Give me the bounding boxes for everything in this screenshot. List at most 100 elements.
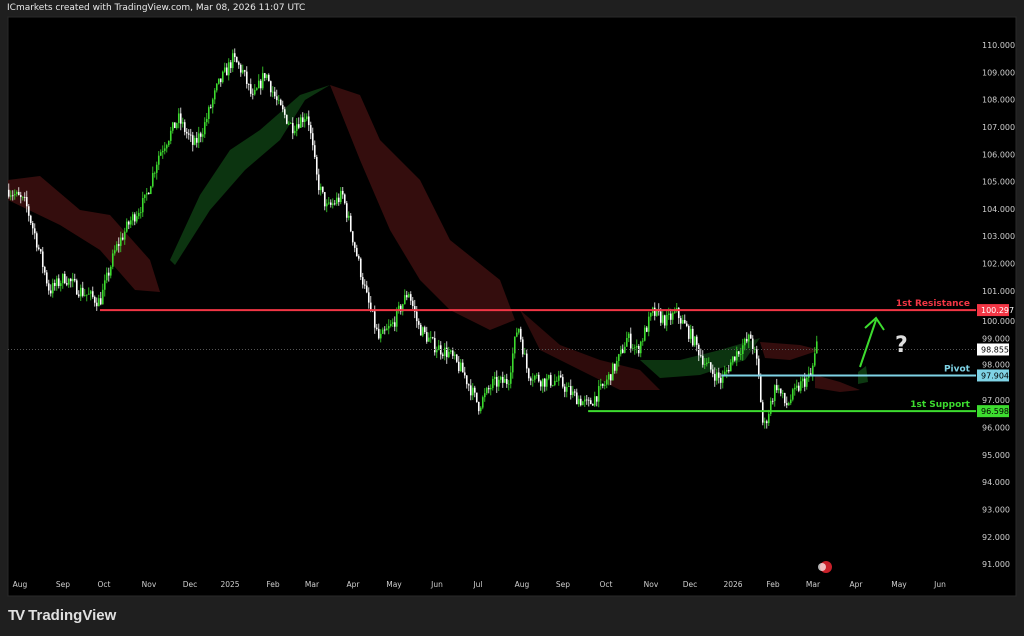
candle-body: [369, 302, 372, 311]
candle-body: [387, 325, 390, 329]
candle-body: [559, 375, 562, 378]
candle-body: [187, 133, 190, 135]
candle-body: [771, 400, 774, 402]
candle-body: [73, 278, 76, 281]
candle-body: [119, 237, 122, 246]
candle-body: [793, 387, 796, 390]
time-tick-label: Sep: [56, 580, 70, 589]
candle-body: [659, 311, 662, 323]
candle-body: [697, 344, 700, 356]
candle-body: [255, 88, 258, 90]
candle-body: [725, 370, 728, 372]
candle-body: [451, 350, 454, 356]
candle-body: [33, 228, 36, 234]
time-tick-label: 2026: [723, 580, 742, 589]
tradingview-logo[interactable]: TV TradingView: [8, 607, 116, 624]
candle-body: [429, 337, 432, 339]
candle-body: [317, 174, 320, 191]
candle-body: [17, 191, 20, 196]
candle-body: [433, 338, 436, 353]
level-name: 1st Support: [910, 400, 970, 410]
candle-body: [359, 258, 362, 278]
candle-body: [775, 385, 778, 391]
candle-body: [319, 186, 322, 191]
candle-body: [331, 203, 334, 205]
candle-body: [673, 311, 676, 313]
candle-body: [589, 400, 592, 405]
candle-body: [229, 62, 232, 69]
candle-body: [733, 356, 736, 361]
candle-body: [7, 189, 10, 197]
candle-body: [647, 316, 650, 332]
candle-body: [687, 325, 690, 339]
candle-body: [705, 362, 708, 365]
candle-body: [499, 376, 502, 380]
candle-body: [137, 212, 140, 217]
price-axis[interactable]: 91.000 92.000 93.000 94.000 95.000 96.000 97.0…: [982, 41, 1015, 569]
candle-body: [757, 358, 760, 376]
candle-body: [581, 401, 584, 406]
candle-body: [353, 242, 356, 248]
candle-body: [291, 122, 294, 134]
candle-body: [449, 350, 452, 352]
candle-body: [485, 388, 488, 394]
candle-body: [9, 195, 12, 197]
candle-body: [801, 378, 804, 382]
candle-body: [309, 125, 312, 134]
candle-body: [803, 378, 806, 387]
candle-body: [665, 314, 668, 326]
candle-body: [31, 222, 34, 229]
candle-body: [661, 315, 664, 323]
candle-body: [15, 191, 18, 195]
candle-body: [415, 311, 418, 322]
candle-body: [671, 312, 674, 320]
candle-body: [233, 53, 236, 58]
candle-body: [805, 377, 808, 387]
candle-body: [221, 71, 224, 83]
candle-body: [59, 283, 62, 287]
candle-body: [265, 74, 268, 78]
candle-body: [769, 400, 772, 414]
time-tick-label: Apr: [850, 580, 864, 589]
candle-body: [107, 272, 110, 276]
candle-body: [633, 347, 636, 349]
chart-header: ICmarkets created with TradingView.com, …: [7, 3, 306, 13]
candle-body: [349, 215, 352, 232]
candle-body: [443, 347, 446, 356]
candle-body: [179, 113, 182, 124]
candle-body: [375, 327, 378, 329]
candle-body: [513, 336, 516, 354]
candle-body: [765, 421, 768, 424]
candle-body: [783, 393, 786, 404]
candle-body: [411, 300, 414, 307]
candle-body: [235, 57, 238, 63]
candle-body: [253, 89, 256, 95]
candle-body: [83, 295, 86, 296]
candle-body: [517, 328, 520, 333]
candle-body: [533, 375, 536, 380]
candle-body: [69, 278, 72, 282]
flag-icon[interactable]: [818, 561, 832, 573]
candle-body: [207, 107, 210, 119]
candle-body: [249, 84, 252, 94]
candle-body: [295, 124, 298, 131]
candle-body: [347, 215, 350, 218]
time-axis[interactable]: Aug Sep Oct Nov Dec 2025 Feb Mar Apr May Jun Jul Aug…: [13, 580, 946, 589]
candle-body: [561, 377, 564, 387]
candle-body: [621, 348, 624, 353]
candle-body: [95, 302, 98, 307]
candle-body: [93, 296, 96, 303]
candle-body: [393, 322, 396, 327]
candle-body: [463, 372, 466, 376]
candle-body: [549, 375, 552, 386]
candle-body: [297, 124, 300, 128]
candle-body: [285, 114, 288, 124]
candle-body: [37, 247, 40, 250]
candle-body: [155, 164, 158, 173]
candle-body: [619, 348, 622, 355]
candle-body: [165, 145, 168, 149]
candle-body: [711, 369, 714, 374]
candle-body: [667, 313, 670, 315]
candle-body: [459, 362, 462, 372]
